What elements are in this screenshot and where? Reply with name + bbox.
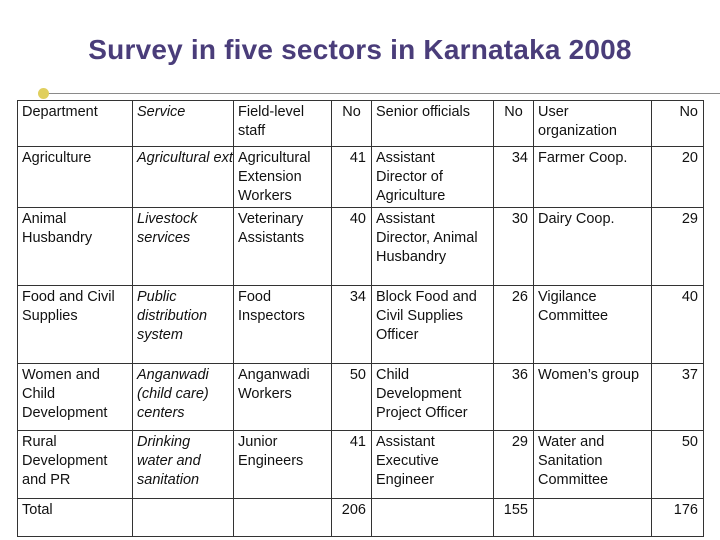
senior-officials-cell: Block Food and Civil Supplies Officer (371, 285, 494, 364)
total-senior-no: 155 (493, 498, 534, 537)
senior-no-cell: 26 (493, 285, 534, 364)
user-organization-cell: Vigilance Committee (533, 285, 652, 364)
service-cell: Anganwadi (child care) centers (132, 363, 234, 431)
department-cell: Agriculture (17, 146, 133, 208)
department-cell: Rural Development and PR (17, 430, 133, 499)
user-no-cell: 40 (651, 285, 704, 364)
total-label: Total (17, 498, 133, 537)
page-title: Survey in five sectors in Karnataka 2008 (88, 34, 632, 65)
senior-officials-cell: Assistant Director, Animal Husbandry (371, 207, 494, 286)
header-department: Department (17, 100, 133, 147)
senior-no-cell: 30 (493, 207, 534, 286)
senior-no-cell: 36 (493, 363, 534, 431)
department-cell: Animal Husbandry (17, 207, 133, 286)
service-cell: Livestock services (132, 207, 234, 286)
header-field-no: No (331, 100, 372, 147)
field-no-cell: 50 (331, 363, 372, 431)
user-organization-cell: Women’s group (533, 363, 652, 431)
table-row: Agriculture Agricultural extension Agric… (17, 146, 704, 208)
header-field-staff: Field-level staff (233, 100, 332, 147)
table-row: Food and Civil Supplies Public distribut… (17, 285, 704, 364)
senior-no-cell: 29 (493, 430, 534, 499)
field-no-cell: 41 (331, 146, 372, 208)
user-no-cell: 29 (651, 207, 704, 286)
total-service-empty (132, 498, 234, 537)
total-user-org-empty (533, 498, 652, 537)
senior-officials-cell: Assistant Executive Engineer (371, 430, 494, 499)
divider-dot (38, 88, 49, 99)
user-organization-cell: Farmer Coop. (533, 146, 652, 208)
service-cell: Drinking water and sanitation (132, 430, 234, 499)
service-cell: Public distribution system (132, 285, 234, 364)
header-user-no: No (651, 100, 704, 147)
service-cell: Agricultural extension (132, 146, 234, 208)
table-row: Rural Development and PR Drinking water … (17, 430, 704, 499)
department-cell: Women and Child Development (17, 363, 133, 431)
senior-officials-cell: Child Development Project Officer (371, 363, 494, 431)
department-cell: Food and Civil Supplies (17, 285, 133, 364)
field-no-cell: 40 (331, 207, 372, 286)
header-senior-no: No (493, 100, 534, 147)
user-no-cell: 50 (651, 430, 704, 499)
total-user-no: 176 (651, 498, 704, 537)
divider-line (40, 93, 720, 94)
field-no-cell: 34 (331, 285, 372, 364)
field-staff-cell: Anganwadi Workers (233, 363, 332, 431)
user-organization-cell: Dairy Coop. (533, 207, 652, 286)
header-service: Service (132, 100, 234, 147)
header-senior-officials: Senior officials (371, 100, 494, 147)
table-row: Animal Husbandry Livestock services Vete… (17, 207, 704, 286)
survey-table: Department Service Field-level staff No … (17, 100, 704, 537)
header-row: Department Service Field-level staff No … (17, 100, 704, 147)
total-field-staff-empty (233, 498, 332, 537)
user-organization-cell: Water and Sanitation Committee (533, 430, 652, 499)
total-field-no: 206 (331, 498, 372, 537)
user-no-cell: 37 (651, 363, 704, 431)
senior-officials-cell: Assistant Director of Agriculture (371, 146, 494, 208)
field-no-cell: 41 (331, 430, 372, 499)
table-row: Women and Child Development Anganwadi (c… (17, 363, 704, 431)
total-senior-empty (371, 498, 494, 537)
header-user-organization: User organization (533, 100, 652, 147)
title-divider (38, 88, 720, 99)
senior-no-cell: 34 (493, 146, 534, 208)
field-staff-cell: Junior Engineers (233, 430, 332, 499)
field-staff-cell: Veterinary Assistants (233, 207, 332, 286)
total-row: Total 206 155 176 (17, 498, 704, 537)
user-no-cell: 20 (651, 146, 704, 208)
field-staff-cell: Agricultural Extension Workers (233, 146, 332, 208)
field-staff-cell: Food Inspectors (233, 285, 332, 364)
